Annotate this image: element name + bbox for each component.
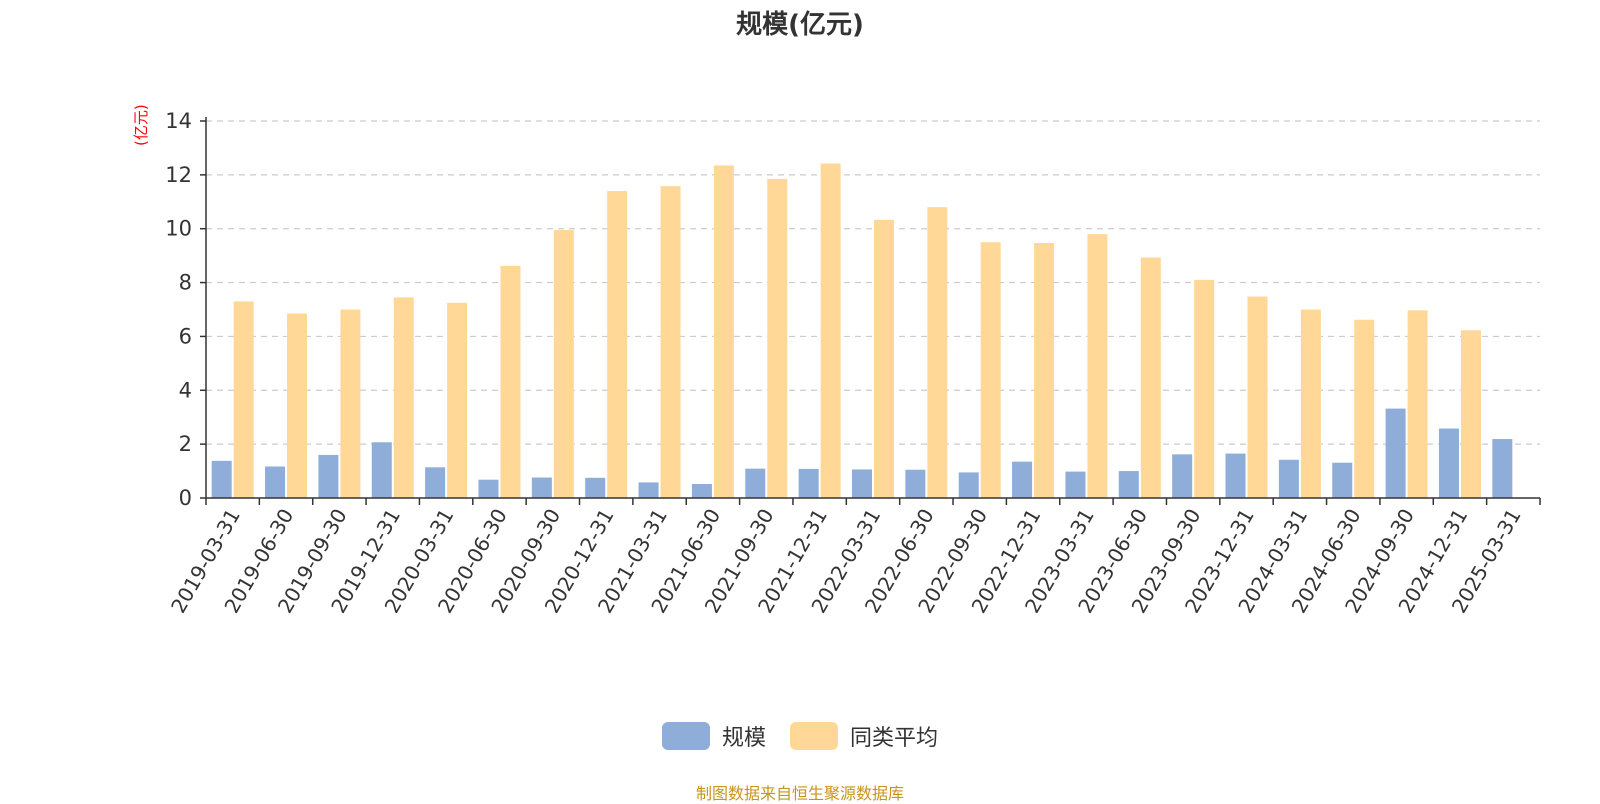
bar-average xyxy=(1087,234,1108,498)
legend-item-scale[interactable]: 规模 xyxy=(662,720,766,752)
bar-average xyxy=(767,178,788,498)
legend-item-average[interactable]: 同类平均 xyxy=(790,720,938,752)
bar-scale xyxy=(1385,408,1406,498)
bar-scale xyxy=(1065,471,1086,498)
bar-scale xyxy=(211,460,232,498)
bar-scale xyxy=(1332,462,1353,498)
bar-average xyxy=(607,191,628,498)
bar-average xyxy=(1247,296,1268,498)
legend-swatch-scale xyxy=(662,722,710,750)
bar-scale xyxy=(1438,428,1459,498)
bar-scale xyxy=(585,477,606,498)
bar-scale xyxy=(478,479,499,498)
bar-average xyxy=(1407,310,1428,498)
source-note: 制图数据来自恒生聚源数据库 xyxy=(695,784,904,803)
bar-average xyxy=(713,165,734,499)
y-tick-label: 2 xyxy=(179,432,192,456)
bar-average xyxy=(500,265,521,498)
bar-average xyxy=(393,297,414,498)
legend: 规模 同类平均 xyxy=(0,720,1600,754)
bar-average xyxy=(287,313,308,498)
bar-average xyxy=(340,309,361,498)
bar-scale xyxy=(745,468,766,498)
bar-scale xyxy=(371,442,392,498)
bar-scale xyxy=(1012,461,1033,498)
bar-scale xyxy=(1172,454,1193,498)
bar-scale xyxy=(958,472,979,498)
bar-scale xyxy=(318,454,339,498)
y-tick-label: 6 xyxy=(179,324,192,348)
bar-scale xyxy=(852,469,872,498)
bar-average xyxy=(927,207,948,498)
y-tick-label: 10 xyxy=(165,217,192,241)
bar-scale xyxy=(798,468,819,498)
bar-average xyxy=(553,230,574,498)
bar-scale xyxy=(1118,471,1139,498)
bar-average xyxy=(980,242,1001,498)
plot-area: 024681012142019-03-312019-06-302019-09-3… xyxy=(165,109,1541,617)
bar-average xyxy=(1140,257,1161,498)
legend-label-average: 同类平均 xyxy=(850,726,939,751)
bar-scale xyxy=(265,466,286,498)
bar-average xyxy=(874,219,894,498)
bar-scale xyxy=(638,482,659,498)
bar-average xyxy=(1354,319,1375,498)
chart-title: 规模(亿元) xyxy=(736,10,864,40)
bar-average xyxy=(1300,309,1321,498)
bar-scale xyxy=(691,483,712,498)
legend-label-scale: 规模 xyxy=(722,726,767,751)
bar-average xyxy=(1034,242,1055,498)
y-tick-label: 14 xyxy=(165,109,192,133)
bar-scale xyxy=(1225,453,1246,498)
bar-average xyxy=(1460,330,1481,498)
bar-scale xyxy=(1492,439,1513,498)
bar-scale xyxy=(1278,459,1299,498)
bar-scale xyxy=(425,467,446,498)
bar-average xyxy=(447,302,468,498)
y-tick-label: 0 xyxy=(179,486,192,510)
legend-swatch-average xyxy=(790,722,838,750)
bar-average xyxy=(1194,279,1215,498)
bar-scale xyxy=(905,469,926,498)
bar-scale xyxy=(531,477,552,498)
bar-average xyxy=(233,301,254,498)
bar-average xyxy=(820,163,841,498)
bar-average xyxy=(660,186,681,498)
y-tick-label: 4 xyxy=(179,378,192,402)
y-tick-label: 8 xyxy=(179,271,192,295)
y-tick-label: 12 xyxy=(165,163,192,187)
